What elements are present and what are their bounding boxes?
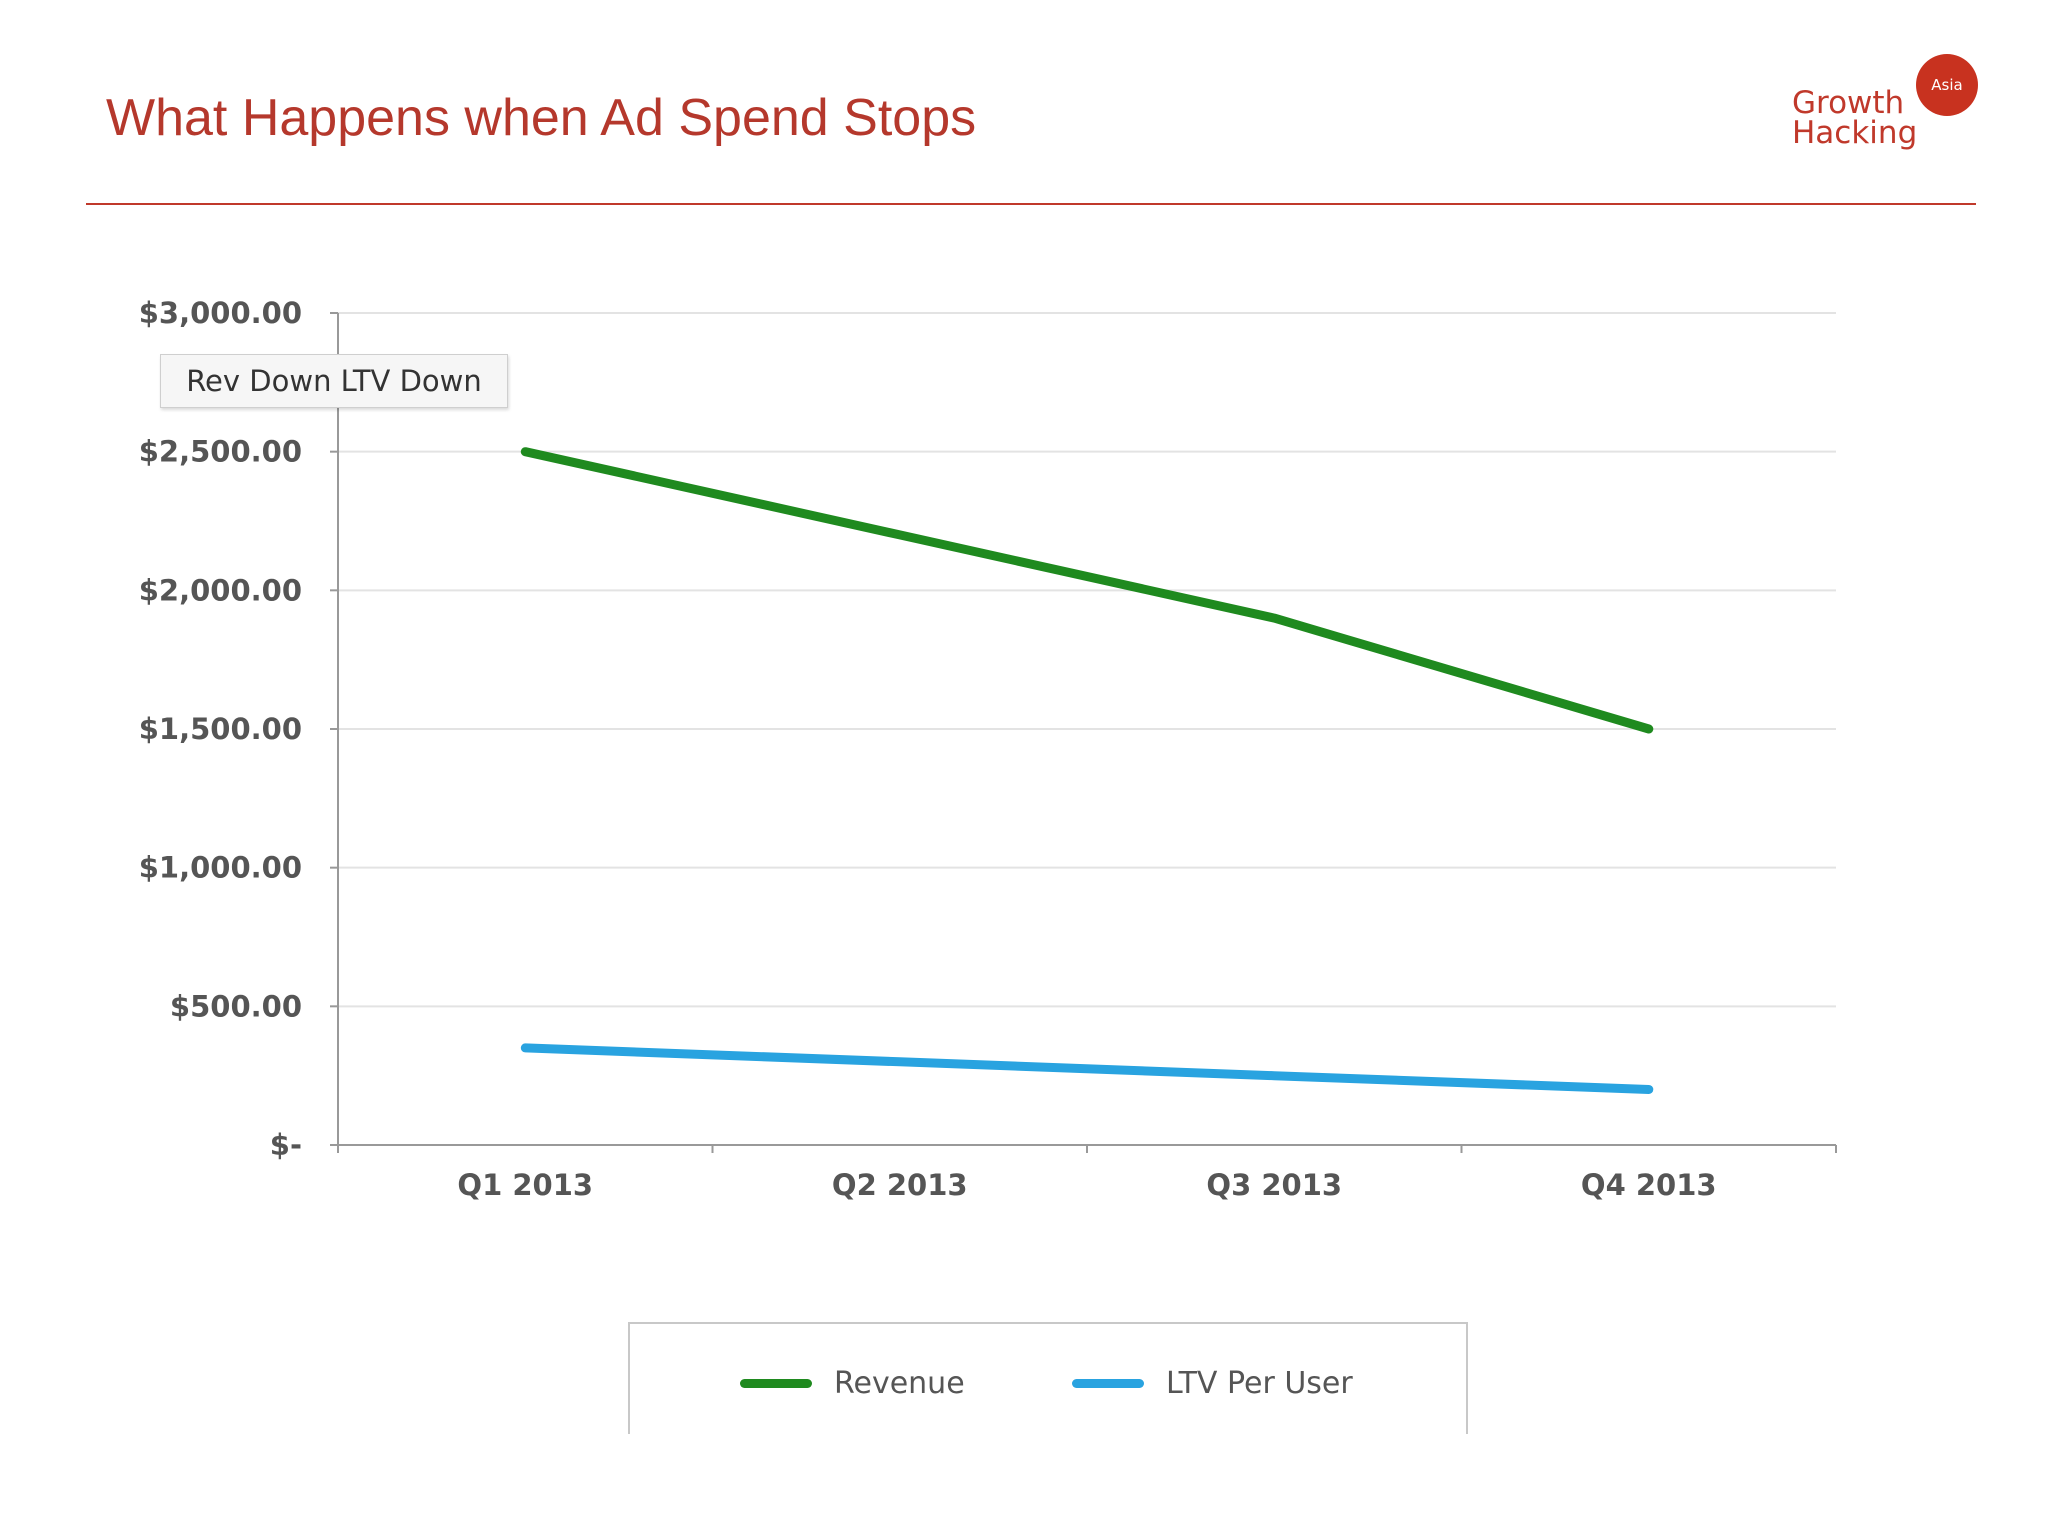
legend-item-ltv-per-user: LTV Per User xyxy=(1072,1366,1353,1401)
series-lines xyxy=(520,447,1654,1094)
y-tick-label-1: $500.00 xyxy=(170,989,302,1023)
y-tick-label-3: $1,500.00 xyxy=(139,712,302,746)
logo-line-hacking: Hacking xyxy=(1792,115,1918,151)
x-tick-label-3: Q4 2013 xyxy=(1581,1168,1717,1202)
chart-annotation: Rev Down LTV Down xyxy=(160,354,508,408)
title-divider xyxy=(86,203,1976,205)
chart-legend: Revenue LTV Per User xyxy=(628,1322,1468,1434)
y-tick-label-4: $2,000.00 xyxy=(139,573,302,607)
legend-label-revenue: Revenue xyxy=(834,1366,965,1401)
growth-hacking-logo: Growth Hacking Asia xyxy=(1780,50,1980,170)
y-tick-label-5: $2,500.00 xyxy=(139,435,302,469)
slide-title: What Happens when Ad Spend Stops xyxy=(106,89,977,147)
y-tick-label-6: $3,000.00 xyxy=(139,296,302,330)
x-tick-label-1: Q2 2013 xyxy=(832,1168,968,1202)
logo-badge-asia: Asia xyxy=(1916,54,1978,116)
legend-swatch-ltv-per-user xyxy=(1072,1379,1144,1388)
series-line-ltv-per-user xyxy=(520,1043,1654,1094)
x-tick-label-2: Q3 2013 xyxy=(1206,1168,1342,1202)
legend-item-revenue: Revenue xyxy=(740,1366,965,1401)
series-line-revenue xyxy=(520,447,1654,734)
legend-label-ltv-per-user: LTV Per User xyxy=(1166,1366,1353,1401)
y-tick-label-2: $1,000.00 xyxy=(139,851,302,885)
axes xyxy=(330,312,1837,1153)
logo-line-growth: Growth xyxy=(1792,85,1905,121)
tick-labels: $- $500.00 $1,000.00 $1,500.00 $2,000.00 $2,5… xyxy=(139,296,1717,1202)
x-tick-label-0: Q1 2013 xyxy=(457,1168,593,1202)
gridlines xyxy=(338,312,1836,1008)
legend-swatch-revenue xyxy=(740,1379,812,1388)
y-tick-label-0: $- xyxy=(270,1128,302,1162)
